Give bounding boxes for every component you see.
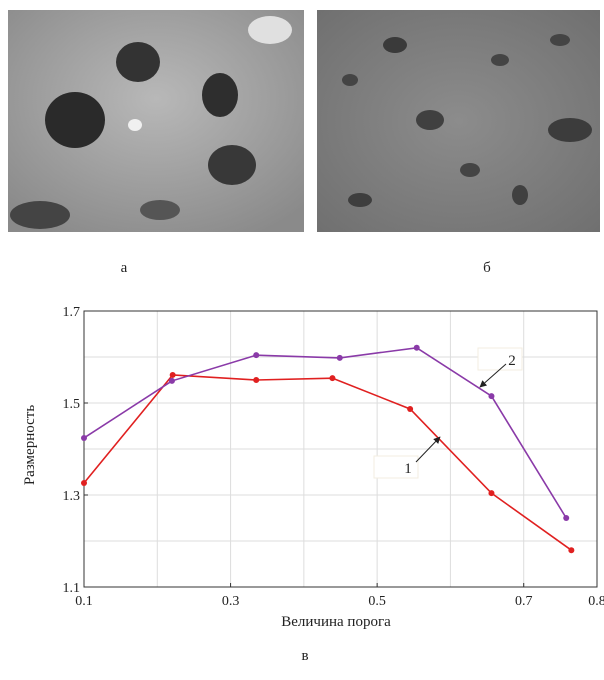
point (81, 434, 87, 441)
panel-label: а (121, 260, 128, 276)
x-tick-label: 0.3 (222, 594, 240, 609)
panel-label: б (483, 260, 491, 276)
series-label: 2 (508, 353, 516, 369)
point (168, 377, 175, 384)
point (329, 375, 336, 382)
point (563, 515, 570, 521)
x-tick-label: 0.5 (368, 594, 386, 609)
y-tick-label: 1.5 (63, 397, 81, 412)
label-arrow (479, 363, 507, 388)
point (407, 405, 414, 412)
photo-b (317, 10, 600, 232)
x-tick-label: 0.1 (75, 594, 93, 609)
plot-frame (83, 310, 598, 588)
point (413, 344, 420, 351)
y-tick-label: 1.7 (63, 305, 81, 320)
point (336, 354, 343, 361)
point (568, 547, 575, 554)
y-axis-label: Размерность (22, 405, 38, 485)
label-box (373, 455, 419, 479)
point (488, 490, 495, 497)
point (488, 393, 495, 400)
point (253, 352, 260, 359)
label-box (477, 347, 523, 371)
x-tick-label: 0.7 (515, 594, 533, 609)
y-tick-label: 1.3 (63, 489, 81, 504)
point (169, 371, 176, 378)
x-tick-label: 0.8 (588, 594, 604, 609)
series-label: 1 (404, 461, 412, 477)
point (253, 377, 260, 383)
label-arrow (415, 436, 441, 463)
panel-label: в (301, 648, 308, 664)
photo-a (8, 10, 304, 232)
y-tick-label: 1.1 (63, 581, 81, 596)
point (81, 480, 87, 487)
x-axis-label: Величина порога (281, 614, 391, 630)
